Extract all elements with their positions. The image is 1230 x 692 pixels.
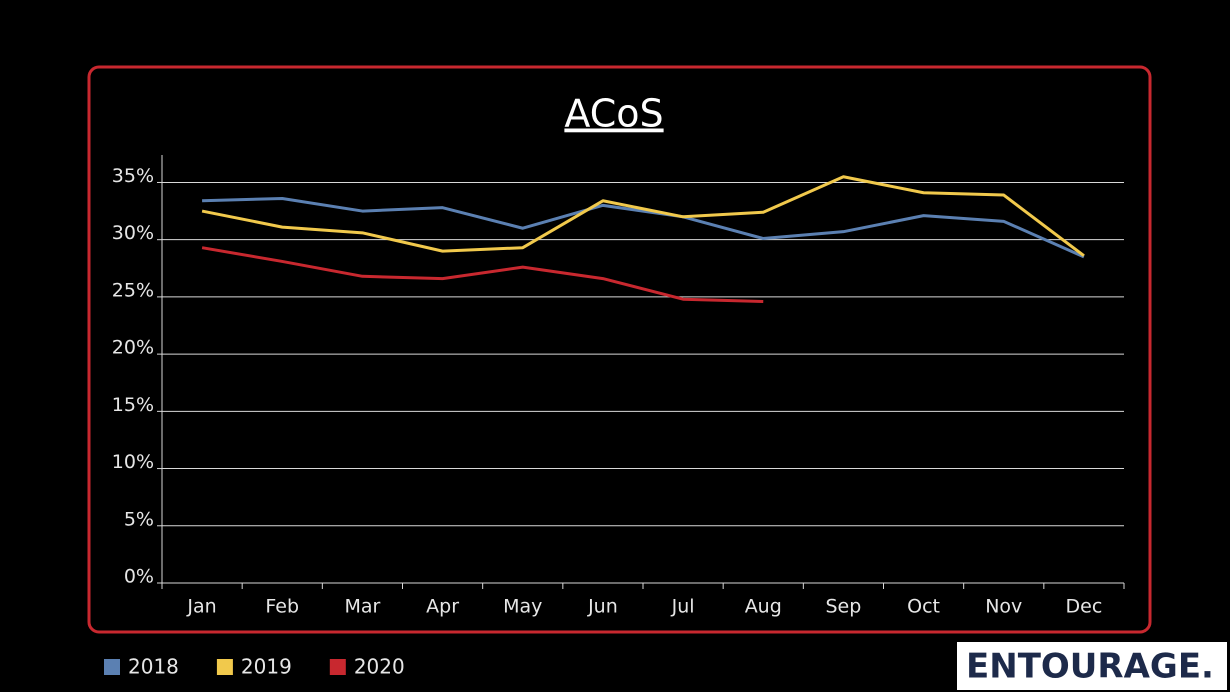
y-tick-label: 15% xyxy=(112,394,154,416)
y-tick-label: 5% xyxy=(124,508,154,530)
x-tick-label: Oct xyxy=(907,596,940,618)
y-tick-label: 30% xyxy=(112,222,154,244)
series-line xyxy=(201,175,1085,257)
logo: ENTOURAGE. xyxy=(966,647,1214,687)
legend-swatch xyxy=(216,659,233,675)
y-tick-label: 10% xyxy=(112,451,154,473)
legend-label: 2019 xyxy=(241,655,292,679)
x-tick-label: Dec xyxy=(1066,596,1103,618)
y-tick-label: 25% xyxy=(112,279,154,301)
x-tick-label: Apr xyxy=(426,596,459,618)
legend-swatch xyxy=(329,659,346,675)
x-tick-label: Sep xyxy=(826,596,862,618)
legend-swatch xyxy=(104,659,120,675)
series-line xyxy=(201,246,764,303)
y-tick-label: 0% xyxy=(124,566,154,588)
legend-label: 2020 xyxy=(354,655,405,679)
y-tick-label: 20% xyxy=(112,337,154,359)
series-line xyxy=(202,196,1085,259)
x-tick-label: May xyxy=(503,596,542,618)
x-tick-label: Jun xyxy=(587,596,618,618)
x-tick-label: Jan xyxy=(186,596,216,618)
chart-frame xyxy=(87,65,1152,634)
x-tick-label: Aug xyxy=(745,596,782,618)
x-tick-label: Nov xyxy=(985,596,1022,618)
legend-label: 2018 xyxy=(128,655,179,679)
logo-box xyxy=(957,642,1227,690)
x-tick-label: Feb xyxy=(265,596,299,618)
y-tick-label: 35% xyxy=(112,165,154,187)
chart-title: ACoS xyxy=(564,92,663,136)
x-tick-label: Mar xyxy=(344,596,380,618)
x-tick-label: Jul xyxy=(671,596,695,618)
